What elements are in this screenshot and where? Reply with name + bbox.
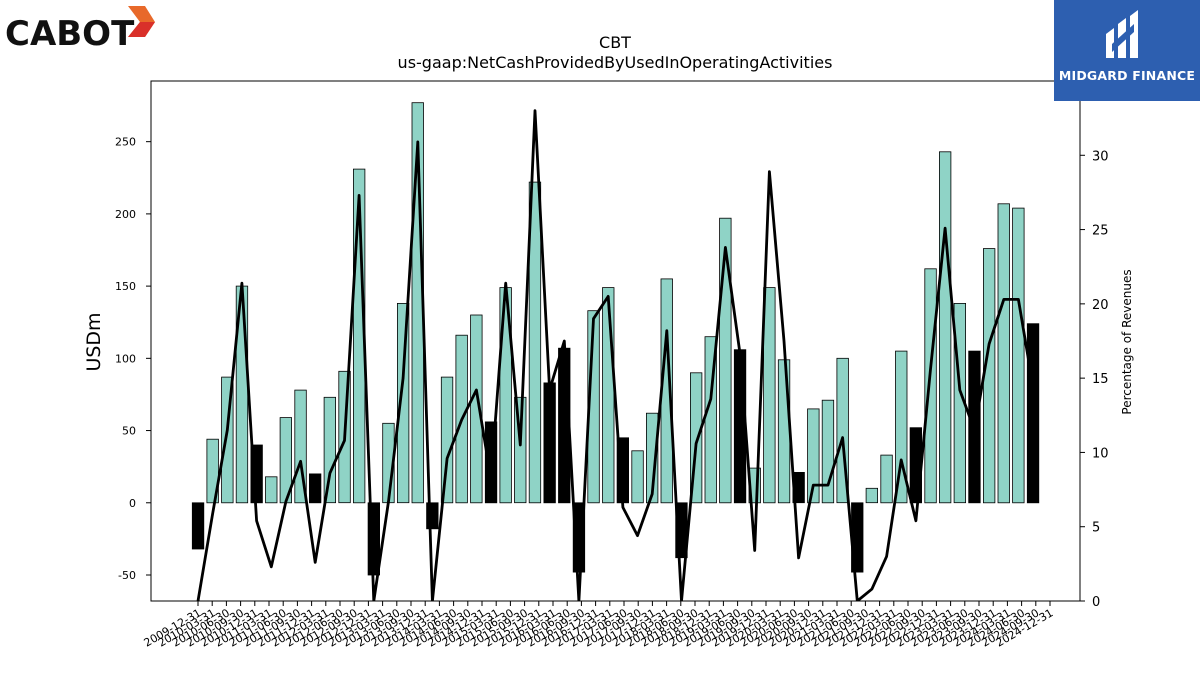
bar (323, 396, 337, 504)
y-tick-label: 50 (122, 425, 136, 438)
bar (807, 408, 820, 504)
bar (821, 399, 835, 504)
plot-frame (150, 80, 1081, 602)
brand-text: MIDGARD FINANCE (1058, 68, 1196, 83)
brand-logo: MIDGARD FINANCE (1054, 0, 1200, 101)
bar (997, 203, 1010, 504)
y2-tick-label: 25 (1092, 224, 1109, 239)
y2-axis-label: Percentage of Revenues (1120, 269, 1134, 414)
y2-tick-label: 0 (1092, 595, 1100, 610)
bar (294, 389, 307, 504)
y-tick-label: 0 (129, 497, 136, 510)
bar (646, 412, 659, 504)
bar (1012, 207, 1025, 504)
bar (426, 502, 439, 530)
bar (836, 357, 849, 504)
bar (514, 396, 527, 504)
y-tick-label: 200 (115, 208, 136, 221)
bar (763, 287, 776, 504)
bar (895, 350, 908, 504)
y-tick-label: 100 (115, 352, 136, 365)
chart-title: CBT (599, 33, 631, 52)
y2-tick-label: 10 (1092, 446, 1109, 461)
y-tick-label: 150 (115, 280, 136, 293)
bar (939, 151, 952, 504)
y2-tick-label: 20 (1092, 298, 1109, 313)
bar (265, 476, 278, 504)
bar (396, 302, 410, 504)
bar (191, 502, 205, 550)
bar (206, 438, 219, 504)
logo-mark (128, 6, 155, 37)
bar (602, 287, 615, 504)
y-axis-label: USDm (83, 312, 105, 371)
plot-area (191, 102, 1040, 601)
bar (221, 376, 234, 504)
bar (440, 376, 454, 504)
bar (1026, 323, 1040, 504)
bar (308, 473, 322, 504)
bar (470, 314, 483, 504)
y-tick-label: -50 (118, 569, 136, 582)
series-line (196, 109, 1035, 601)
bar (572, 502, 586, 573)
y2-tick-label: 15 (1092, 372, 1109, 387)
bar (880, 454, 893, 504)
bar (543, 382, 556, 504)
chart-subtitle: us-gaap:NetCashProvidedByUsedInOperating… (398, 53, 833, 72)
y2-tick-label: 5 (1092, 521, 1100, 536)
bar (924, 268, 937, 504)
bar (719, 217, 732, 504)
bar (865, 487, 878, 504)
y2-tick-label: 30 (1092, 149, 1109, 164)
bar (528, 181, 542, 504)
brand-icon (1106, 10, 1138, 58)
y-tick-label: 250 (115, 136, 136, 149)
bar (690, 372, 703, 504)
bar (631, 450, 644, 504)
logo-text: CABOT (5, 14, 135, 54)
axes: -500501001502002500510152025302009-12-31… (115, 80, 1109, 650)
